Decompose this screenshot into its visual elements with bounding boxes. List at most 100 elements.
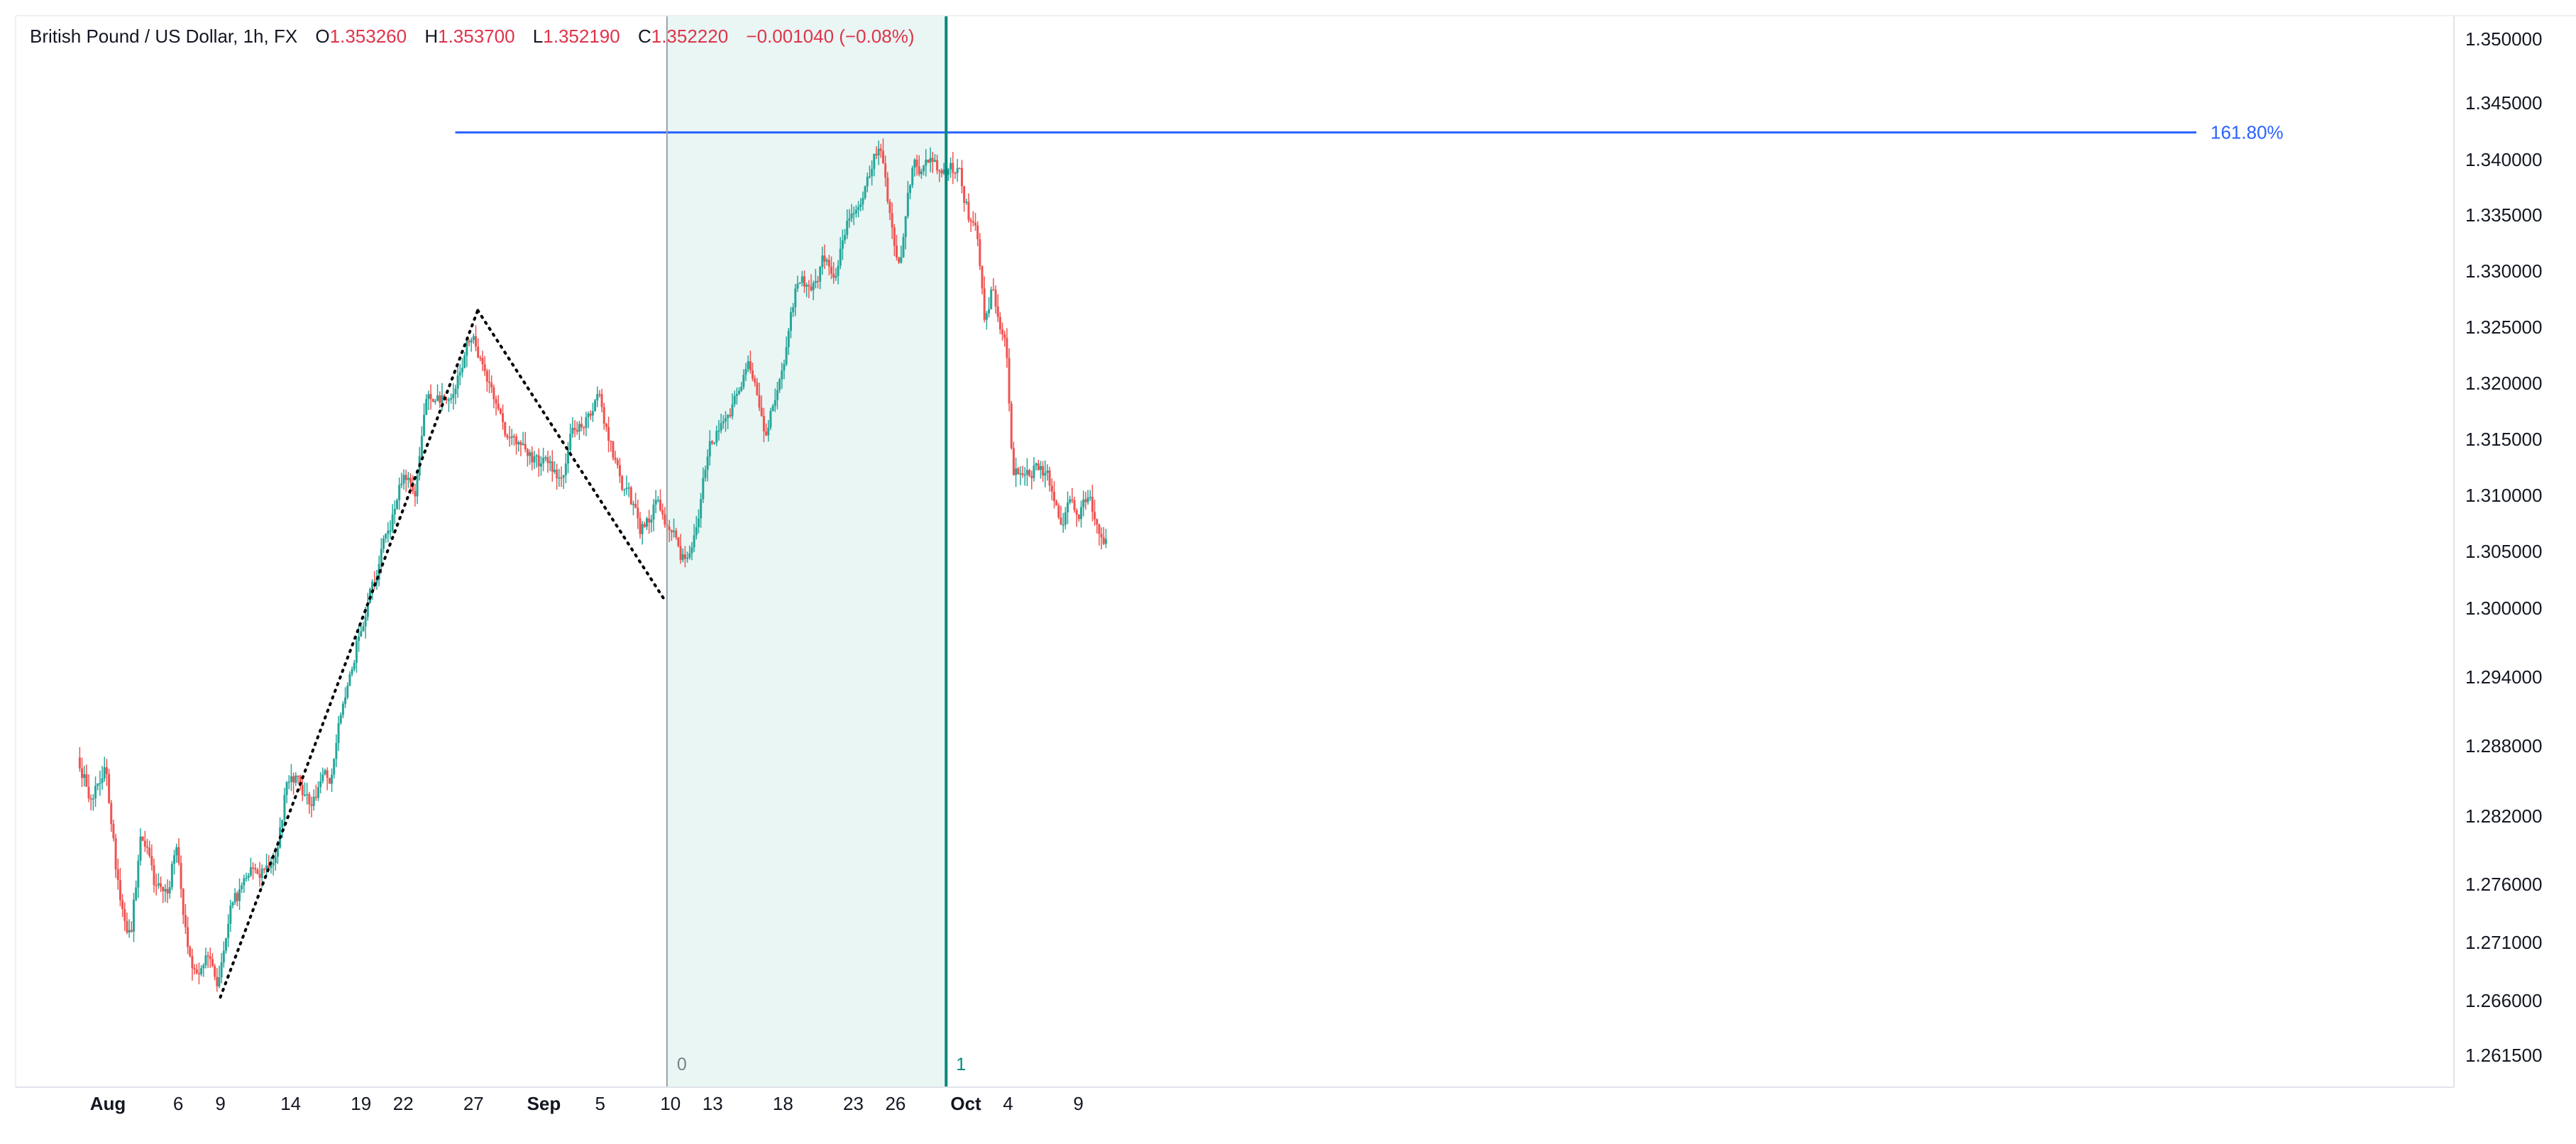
candle-body (1042, 466, 1045, 476)
candle-body (610, 441, 612, 442)
candle-body (348, 674, 351, 686)
candle-body (1084, 499, 1087, 502)
candle-body (341, 703, 344, 715)
candle-body (877, 148, 880, 155)
candle-body (366, 603, 369, 617)
candle-body (319, 781, 322, 788)
candle-body (189, 947, 192, 957)
candle-body (810, 286, 813, 290)
time-tick-label: 9 (215, 1093, 225, 1114)
candle-body (324, 770, 326, 775)
candle-body (830, 266, 833, 274)
low-label: L (532, 26, 544, 47)
time-tick-label: 18 (773, 1093, 793, 1114)
candle-body (891, 213, 893, 228)
candle-body (452, 394, 455, 399)
candle-body (1098, 524, 1101, 534)
candle-body (1082, 499, 1085, 507)
candle-body (931, 158, 934, 162)
candle-body (1035, 463, 1037, 466)
candle-body (771, 406, 774, 412)
candle-body (967, 202, 970, 221)
candle-body (224, 937, 227, 951)
candle-body (556, 469, 558, 478)
candle-body (600, 394, 603, 407)
candle-body (222, 950, 225, 963)
candle-body (481, 358, 484, 365)
candle-body (627, 487, 630, 489)
candle-body (1030, 475, 1033, 478)
candle-body (130, 930, 133, 932)
candle-body (612, 441, 615, 458)
candle-body (139, 836, 142, 861)
trend-lines[interactable] (219, 309, 668, 999)
candle-body (1025, 470, 1028, 475)
candle-body (587, 413, 590, 417)
time-tick-label: 19 (351, 1093, 371, 1114)
candle-body (580, 424, 583, 428)
candle-body (814, 280, 817, 283)
candle-body (535, 455, 538, 457)
candle-body (358, 637, 360, 642)
chart-legend: British Pound / US Dollar, 1h, FX O1.353… (30, 26, 915, 48)
candle-body (387, 530, 390, 534)
time-tick-label: 9 (1073, 1093, 1083, 1114)
candle-body (477, 346, 480, 358)
candle-body (137, 860, 140, 888)
time-tick-label: Oct (950, 1093, 981, 1114)
candle-body (567, 450, 570, 464)
time-tick-label: Aug (90, 1093, 126, 1114)
candle-body (735, 394, 738, 396)
symbol-title: British Pound / US Dollar, 1h, FX (30, 26, 298, 47)
price-tick-label: 1.294000 (2465, 666, 2542, 688)
candle-body (506, 435, 509, 438)
candle-body (677, 537, 680, 546)
price-tick-label: 1.325000 (2465, 317, 2542, 338)
candle-body (241, 885, 243, 890)
price-tick-label: 1.271000 (2465, 932, 2542, 953)
candle-body (898, 257, 901, 263)
candle-body (938, 170, 941, 172)
candle-body (1100, 534, 1103, 538)
candle-body (173, 855, 176, 864)
candle-body (197, 973, 200, 974)
candle-body (659, 500, 662, 510)
candle-body (950, 163, 952, 170)
candle-body (1080, 507, 1083, 519)
price-axis[interactable]: 1.350000 1.345000 1.340000 1.335000 1.330000… (2465, 28, 2542, 1066)
candle-body (87, 786, 90, 799)
time-axis[interactable]: Aug 6 9 14 19 22 27 Sep 5 10 13 18 23 26 Oct 4 9 (90, 1093, 1084, 1114)
trend-segment (476, 309, 668, 604)
candle-body (875, 153, 878, 155)
candle-body (868, 176, 871, 177)
price-tick-label: 1.282000 (2465, 805, 2542, 827)
candle-body (837, 265, 840, 276)
candle-body (983, 288, 986, 320)
candle-body (906, 192, 909, 216)
candle-body (862, 197, 864, 204)
candle-body (825, 260, 828, 262)
candle-body (679, 546, 682, 560)
candle-body (787, 331, 790, 348)
candle-body (314, 796, 317, 798)
candle-body (990, 290, 993, 309)
candle-body (832, 273, 835, 278)
candle-body (774, 400, 776, 407)
candle-body (886, 177, 889, 202)
candle-body (209, 956, 211, 959)
candle-body (549, 461, 551, 463)
candle-body (629, 487, 632, 505)
candle-body (145, 846, 148, 848)
candle-body (103, 767, 106, 779)
time-tick-label: 4 (1003, 1093, 1013, 1114)
candle-body (1067, 502, 1069, 512)
candle-body (364, 617, 367, 627)
candle-body (101, 778, 104, 783)
candle-body (958, 167, 961, 170)
candle-body (625, 488, 628, 490)
candle-body (395, 500, 398, 510)
candle-body (1069, 499, 1072, 503)
fib-extension[interactable]: 161.80% (455, 122, 2284, 143)
